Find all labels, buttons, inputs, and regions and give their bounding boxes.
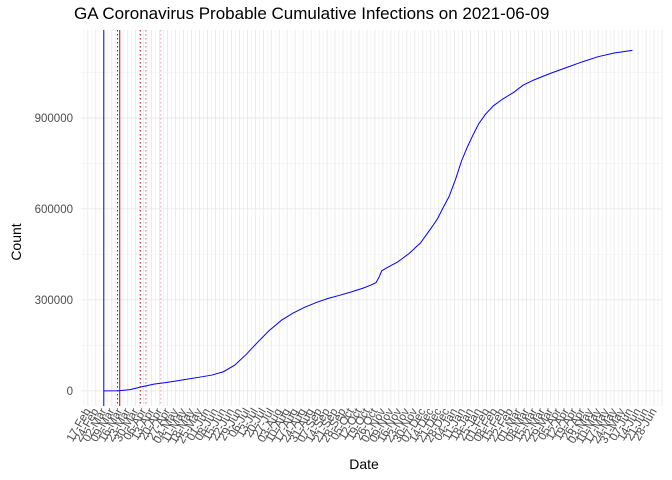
- chart-title: GA Coronavirus Probable Cumulative Infec…: [74, 4, 550, 23]
- y-axis-ticks: 0 300000 600000 900000: [35, 113, 73, 398]
- grid-lines: [81, 30, 663, 406]
- x-axis-title: Date: [349, 456, 379, 472]
- x-axis-ticks: 17-Feb24-Feb02-Mar09-Mar16-Mar23-Mar30-M…: [65, 406, 660, 446]
- y-tick-label: 0: [67, 386, 73, 398]
- series-group: [103, 49, 633, 392]
- y-tick-label: 900000: [35, 113, 73, 125]
- reference-lines: [103, 30, 162, 406]
- y-tick-label: 600000: [35, 204, 73, 216]
- y-tick-label: 300000: [35, 295, 73, 307]
- series-line: [103, 49, 633, 392]
